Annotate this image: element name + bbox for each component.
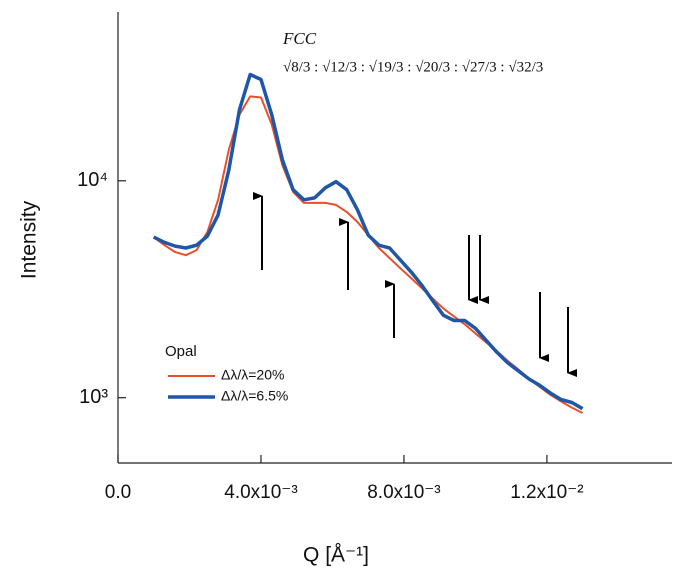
y-tick-label: 10³: [79, 386, 108, 408]
x-tick-label: 8.0x10⁻³: [367, 482, 440, 503]
annotation: √8/3 : √12/3 : √19/3 : √20/3 : √27/3 : √…: [283, 59, 543, 75]
line-series: [153, 95, 584, 414]
legend-label: Δλ/λ=6.5%: [221, 388, 288, 404]
x-tick-label: 1.2x10⁻²: [510, 482, 583, 503]
x-axis-title: Q [Å⁻¹]: [303, 544, 369, 567]
y-axis-title: Intensity: [18, 200, 41, 279]
annotation: FCC: [282, 29, 317, 48]
x-tick-label: 0.0: [105, 482, 131, 503]
legend-label: Δλ/λ=20%: [221, 367, 284, 383]
arrows: [253, 192, 577, 377]
line-series: [152, 72, 584, 411]
x-tick-label: 4.0x10⁻³: [224, 482, 297, 503]
legend-title: Opal: [165, 343, 197, 360]
y-tick-label: 10⁴: [77, 169, 108, 191]
